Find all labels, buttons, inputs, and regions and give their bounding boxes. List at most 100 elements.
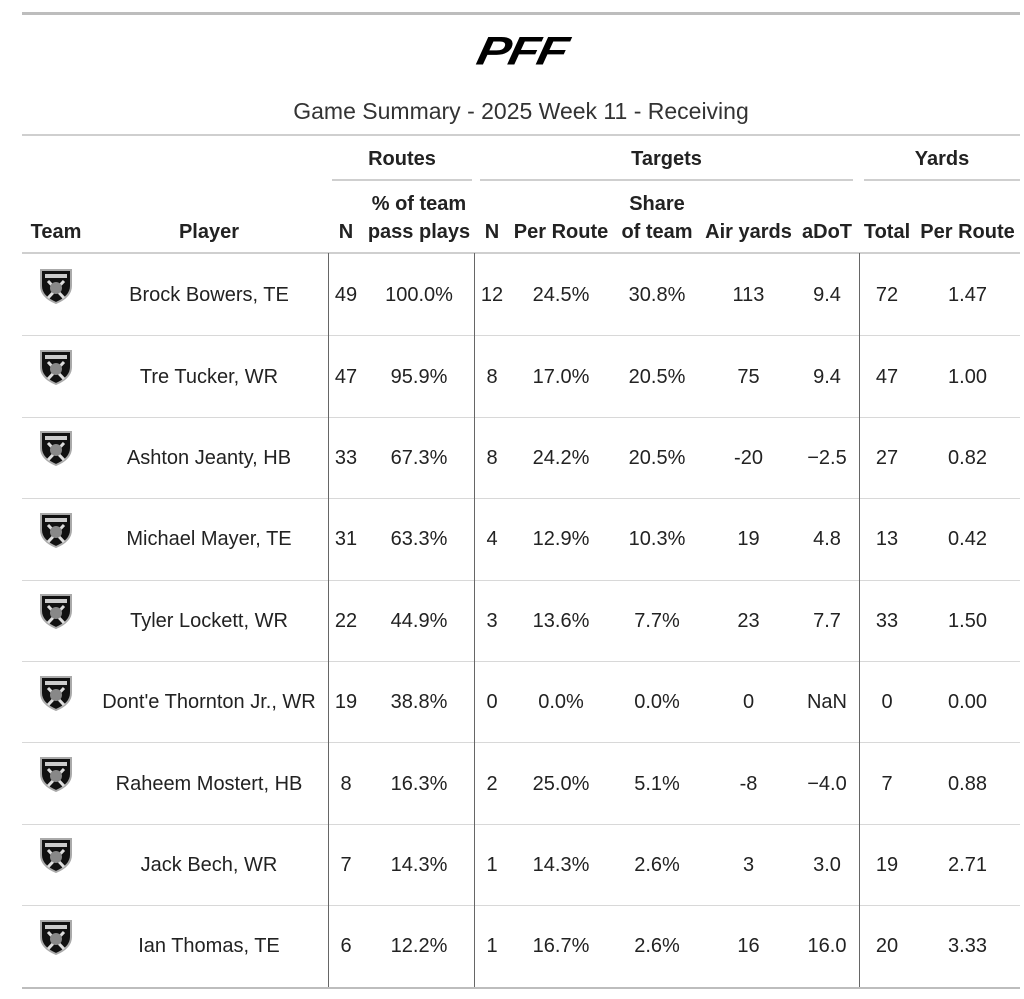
stat-cell: 33: [334, 446, 358, 469]
stat-cell: 2.6%: [634, 935, 680, 958]
stat-cell: 13.6%: [532, 609, 590, 632]
stat-cell: 47: [334, 365, 358, 388]
stat-cell: 0.0%: [538, 691, 584, 714]
stat-cell: 8: [486, 365, 498, 388]
stat-cell: 30.8%: [628, 284, 686, 307]
stat-cell: 8: [486, 446, 498, 469]
column-divider: [474, 253, 475, 988]
team-logo: [22, 571, 90, 652]
stat-cell: 0.0%: [634, 691, 680, 714]
column-header: Per Route: [513, 221, 609, 243]
stat-cell: 100.0%: [385, 284, 453, 307]
stat-cell: 19: [334, 691, 358, 714]
column-header: N: [484, 221, 500, 243]
stat-cell: 9.4: [813, 365, 841, 388]
stat-cell: 7.7: [813, 609, 841, 632]
stat-cell: 47: [875, 365, 899, 388]
stat-cell: 12.2%: [390, 935, 448, 958]
row-rule: [22, 579, 1020, 581]
stat-cell: 1.47: [948, 284, 987, 307]
player-name: Michael Mayer, TE: [126, 528, 292, 551]
player-name: Jack Bech, WR: [140, 853, 278, 876]
player-name: Tyler Lockett, WR: [130, 609, 288, 632]
stat-cell: 20.5%: [628, 446, 686, 469]
stat-cell: 12.9%: [532, 528, 590, 551]
row-rule: [22, 416, 1020, 418]
stat-cell: 22: [334, 609, 358, 632]
stat-cell: 3.33: [948, 935, 987, 958]
stat-cell: 3.0: [813, 853, 841, 876]
top-rule: [22, 12, 1020, 15]
stat-cell: −2.5: [807, 446, 847, 469]
column-header: Air yards: [705, 221, 792, 243]
column-header: % of team pass plays: [367, 193, 471, 243]
stat-cell: 8: [340, 772, 352, 795]
stat-cell: -20: [734, 446, 763, 469]
stat-cell: 1.50: [948, 609, 987, 632]
team-logo: [22, 408, 90, 489]
stat-cell: 72: [875, 284, 899, 307]
stat-cell: 14.3%: [532, 853, 590, 876]
column-header: Team: [30, 221, 82, 243]
stat-cell: 25.0%: [532, 772, 590, 795]
stat-cell: 16.3%: [390, 772, 448, 795]
stat-cell: 0: [742, 691, 755, 714]
row-rule: [22, 498, 1020, 500]
logo: PFF: [473, 28, 571, 74]
column-header: Per Route: [920, 221, 1015, 243]
player-name: Tre Tucker, WR: [139, 365, 279, 388]
stat-cell: 17.0%: [532, 365, 590, 388]
group-header: Routes: [368, 148, 436, 170]
stat-cell: 1.00: [948, 365, 987, 388]
row-rule: [22, 742, 1020, 744]
stat-cell: 7: [340, 853, 352, 876]
player-name: Dont'e Thornton Jr., WR: [102, 691, 316, 714]
stat-cell: 0.88: [948, 772, 987, 795]
header-rule: [22, 252, 1020, 254]
stat-cell: 19: [875, 853, 899, 876]
stat-cell: 12: [480, 284, 504, 307]
stat-cell: −4.0: [807, 772, 847, 795]
stat-cell: 1: [486, 853, 498, 876]
stat-cell: 2: [486, 772, 498, 795]
team-logo: [22, 489, 90, 570]
stat-cell: 63.3%: [390, 528, 448, 551]
stat-cell: 7: [881, 772, 893, 795]
stat-cell: 24.5%: [532, 284, 590, 307]
stat-cell: 5.1%: [634, 772, 680, 795]
stat-cell: 27: [875, 446, 899, 469]
stat-cell: 33: [875, 609, 899, 632]
row-rule: [22, 905, 1020, 907]
column-header: aDoT: [802, 221, 852, 243]
row-rule: [22, 823, 1020, 825]
stat-cell: 19: [737, 528, 760, 551]
stat-cell: NaN: [806, 691, 847, 714]
stat-cell: 113: [732, 284, 765, 307]
stat-cell: 38.8%: [390, 691, 448, 714]
stat-cell: 44.9%: [390, 609, 448, 632]
column-divider: [859, 253, 860, 988]
title-rule: [22, 134, 1020, 136]
stat-cell: 0: [486, 691, 498, 714]
stat-cell: -8: [739, 772, 758, 795]
column-header: N: [338, 221, 354, 243]
team-logo: [22, 896, 90, 977]
group-header: Yards: [914, 148, 970, 170]
stat-cell: 4: [486, 528, 498, 551]
stat-cell: 14.3%: [390, 853, 448, 876]
stat-cell: 1: [486, 935, 498, 958]
stat-cell: 75: [737, 365, 760, 388]
stat-cell: 16.0: [807, 935, 847, 958]
row-rule: [22, 661, 1020, 662]
stat-cell: 13: [875, 528, 899, 551]
team-logo: [22, 326, 90, 407]
column-header: Total: [863, 221, 911, 243]
stat-cell: 3: [486, 609, 498, 632]
stat-cell: 67.3%: [390, 446, 448, 469]
stat-cell: 23: [737, 609, 760, 632]
stat-cell: 95.9%: [390, 365, 448, 388]
column-header: Player: [178, 221, 240, 243]
player-name: Brock Bowers, TE: [129, 284, 289, 307]
stat-cell: 3: [742, 853, 755, 876]
